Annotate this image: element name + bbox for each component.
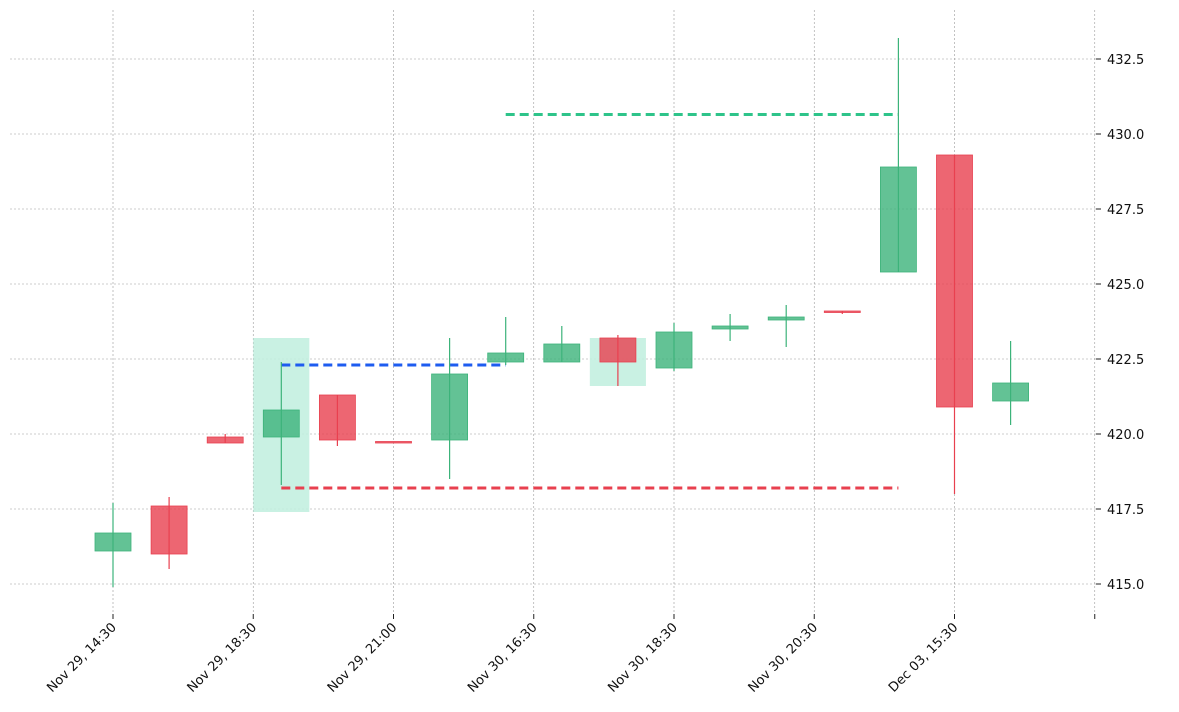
- x-tick-label: Nov 30, 16:30: [465, 620, 541, 696]
- y-tick-label: 415.0: [1107, 578, 1144, 593]
- candle-body: [711, 325, 749, 330]
- y-tick-label: 425.0: [1107, 278, 1144, 293]
- y-tick-label: 422.5: [1107, 353, 1144, 368]
- candle-body: [599, 337, 637, 363]
- candle-body: [880, 166, 917, 273]
- candle-body: [431, 373, 469, 441]
- candle-body: [150, 505, 188, 555]
- candle-body: [375, 441, 412, 444]
- candle-body: [767, 316, 805, 321]
- candle-body: [823, 310, 861, 313]
- y-tick-label: 432.5: [1107, 53, 1144, 68]
- candle-body: [206, 436, 244, 444]
- candle-body: [655, 331, 693, 369]
- x-tick-label: Nov 29, 21:00: [325, 620, 401, 696]
- y-tick-label: 427.5: [1107, 203, 1144, 218]
- candle-body: [94, 532, 132, 552]
- candle-body: [318, 394, 356, 441]
- candle-body: [543, 343, 581, 363]
- x-tick-label: Nov 30, 18:30: [605, 620, 681, 696]
- x-tick-label: Nov 29, 14:30: [44, 620, 120, 696]
- y-tick-label: 430.0: [1107, 128, 1144, 143]
- level-lines: [281, 113, 899, 490]
- x-tick-label: Nov 30, 20:30: [746, 620, 822, 696]
- candles: [94, 38, 1029, 587]
- x-tick-label: Nov 29, 18:30: [185, 620, 261, 696]
- candle-body: [992, 382, 1029, 402]
- candle-body: [262, 409, 300, 438]
- candle-body: [487, 352, 525, 363]
- y-tick-label: 417.5: [1107, 503, 1144, 518]
- x-tick-label: Dec 03, 15:30: [886, 620, 961, 695]
- y-tick-label: 420.0: [1107, 428, 1144, 443]
- candle-body: [936, 154, 973, 408]
